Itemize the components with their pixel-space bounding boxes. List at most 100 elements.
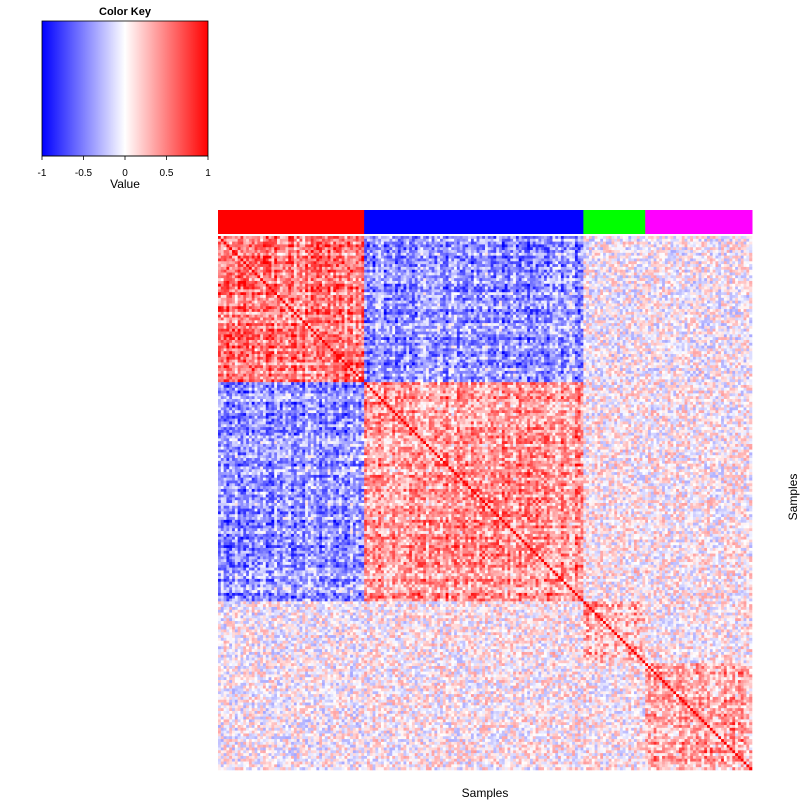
heatmap-cell xyxy=(654,287,657,290)
heatmap-cell xyxy=(398,239,401,242)
heatmap-cell xyxy=(443,250,446,253)
heatmap-cell xyxy=(637,284,640,287)
heatmap-cell xyxy=(744,264,747,267)
heatmap-cell xyxy=(555,242,558,245)
heatmap-cell xyxy=(552,258,555,261)
heatmap-cell xyxy=(465,284,468,287)
heatmap-cell xyxy=(679,242,682,245)
heatmap-cell xyxy=(277,250,280,253)
heatmap-cell xyxy=(651,278,654,281)
heatmap-cell xyxy=(609,273,612,276)
heatmap-cell xyxy=(611,278,614,281)
heatmap-cell xyxy=(235,301,238,304)
heatmap-cell xyxy=(614,253,617,256)
heatmap-cell xyxy=(434,281,437,284)
heatmap-cell xyxy=(429,247,432,250)
heatmap-cell xyxy=(347,244,350,247)
heatmap-cell xyxy=(499,298,502,301)
heatmap-cell xyxy=(325,292,328,295)
heatmap-cell xyxy=(595,275,598,278)
heatmap-cell xyxy=(240,295,243,298)
heatmap-cell xyxy=(567,247,570,250)
heatmap-cell xyxy=(730,295,733,298)
heatmap-cell xyxy=(696,253,699,256)
heatmap-cell xyxy=(451,239,454,242)
heatmap-cell xyxy=(350,301,353,304)
heatmap-cell xyxy=(699,278,702,281)
heatmap-cell xyxy=(662,244,665,247)
heatmap-cell xyxy=(344,242,347,245)
heatmap-cell xyxy=(426,261,429,264)
heatmap-cell xyxy=(642,273,645,276)
heatmap-cell xyxy=(575,267,578,270)
heatmap-cell xyxy=(609,250,612,253)
heatmap-cell xyxy=(375,284,378,287)
heatmap-cell xyxy=(704,292,707,295)
heatmap-cell xyxy=(426,295,429,298)
heatmap-cell xyxy=(682,292,685,295)
heatmap-cell xyxy=(426,253,429,256)
heatmap-cell xyxy=(710,244,713,247)
heatmap-cell xyxy=(533,270,536,273)
heatmap-cell xyxy=(221,267,224,270)
heatmap-cell xyxy=(673,264,676,267)
heatmap-cell xyxy=(623,273,626,276)
heatmap-cell xyxy=(367,298,370,301)
heatmap-cell xyxy=(437,273,440,276)
heatmap-cell xyxy=(597,278,600,281)
heatmap-cell xyxy=(406,250,409,253)
heatmap-cell xyxy=(555,281,558,284)
heatmap-cell xyxy=(471,250,474,253)
heatmap-cell xyxy=(285,270,288,273)
heatmap-cell xyxy=(474,281,477,284)
heatmap-cell xyxy=(384,275,387,278)
heatmap-cell xyxy=(659,295,662,298)
heatmap-cell xyxy=(415,242,418,245)
heatmap-cell xyxy=(575,250,578,253)
color-key-gradient xyxy=(42,21,208,156)
heatmap-cell xyxy=(328,284,331,287)
heatmap-cell xyxy=(628,278,631,281)
heatmap-cell xyxy=(724,264,727,267)
heatmap-cell xyxy=(735,264,738,267)
heatmap-cell xyxy=(294,295,297,298)
heatmap-cell xyxy=(555,239,558,242)
heatmap-cell xyxy=(477,275,480,278)
heatmap-cell xyxy=(271,275,274,278)
heatmap-cell xyxy=(696,270,699,273)
heatmap-cell xyxy=(693,250,696,253)
heatmap-cell xyxy=(510,289,513,292)
heatmap-cell xyxy=(578,281,581,284)
heatmap-cell xyxy=(530,264,533,267)
heatmap-cell xyxy=(240,278,243,281)
heatmap-cell xyxy=(603,298,606,301)
heatmap-cell xyxy=(378,281,381,284)
heatmap-cell xyxy=(280,247,283,250)
heatmap-cell xyxy=(522,273,525,276)
heatmap-cell xyxy=(735,244,738,247)
heatmap-cell xyxy=(721,292,724,295)
heatmap-cell xyxy=(448,281,451,284)
heatmap-cell xyxy=(288,267,291,270)
heatmap-cell xyxy=(274,267,277,270)
heatmap-cell xyxy=(656,250,659,253)
heatmap-cell xyxy=(592,247,595,250)
heatmap-cell xyxy=(418,289,421,292)
heatmap-cell xyxy=(505,236,508,239)
heatmap-cell xyxy=(477,250,480,253)
heatmap-cell xyxy=(271,287,274,290)
heatmap-cell xyxy=(730,239,733,242)
heatmap-cell xyxy=(519,278,522,281)
heatmap-cell xyxy=(738,292,741,295)
heatmap-cell xyxy=(434,253,437,256)
heatmap-cell xyxy=(505,258,508,261)
heatmap-cell xyxy=(718,244,721,247)
heatmap-cell xyxy=(395,298,398,301)
heatmap-cell xyxy=(645,295,648,298)
heatmap-cell xyxy=(592,244,595,247)
heatmap-cell xyxy=(255,264,258,267)
heatmap-cell xyxy=(479,236,482,239)
heatmap-cell xyxy=(300,278,303,281)
heatmap-cell xyxy=(392,267,395,270)
